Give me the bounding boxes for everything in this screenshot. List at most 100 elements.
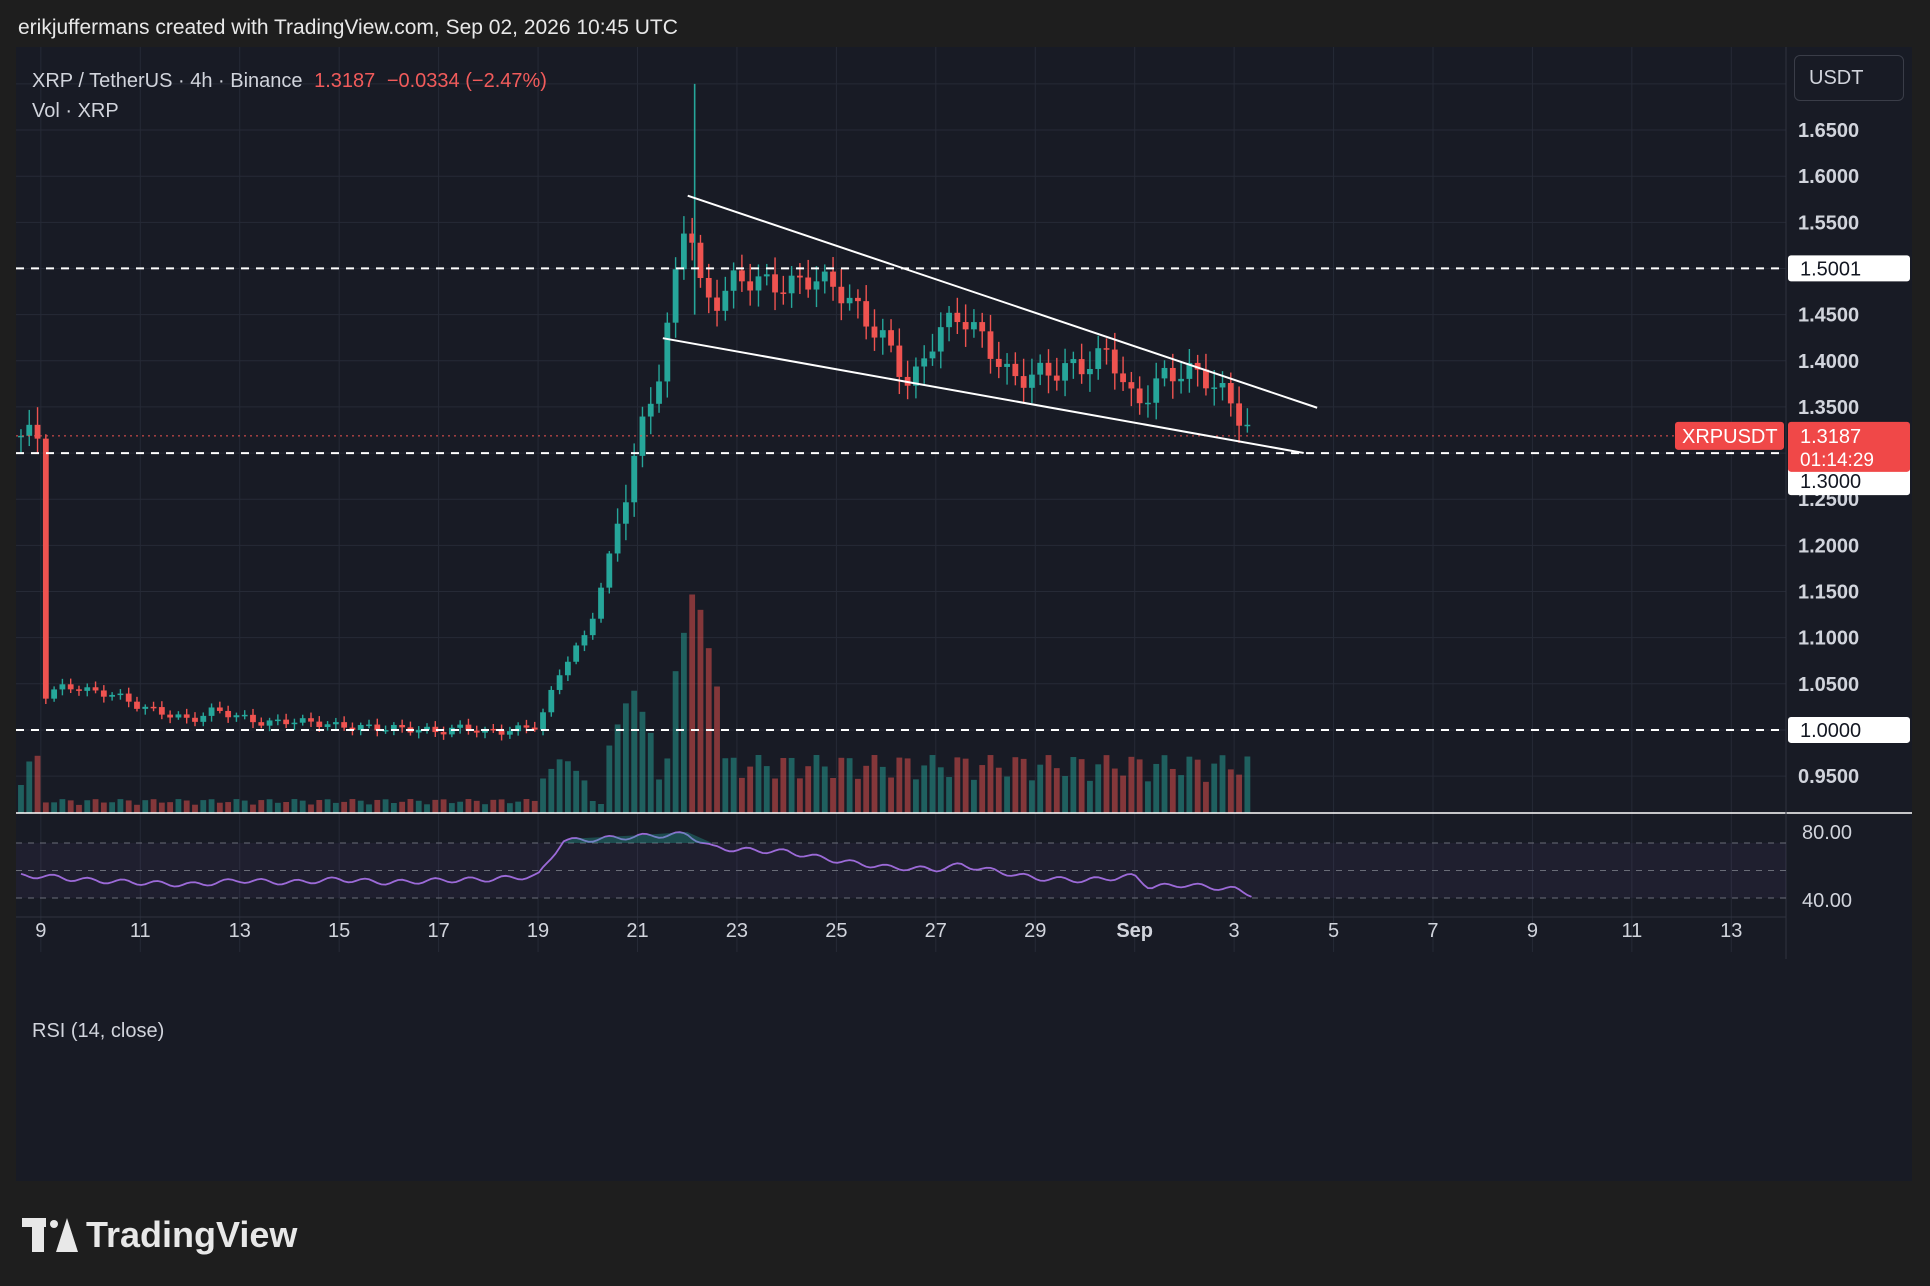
volume-bar	[374, 799, 381, 813]
candle-body	[962, 322, 969, 330]
grid-lines	[16, 47, 1786, 952]
volume-bar	[937, 767, 944, 813]
currency-unit-button[interactable]: USDT	[1794, 55, 1904, 101]
candle-body	[689, 233, 696, 243]
volume-bar	[208, 799, 215, 813]
candle-body	[366, 724, 372, 727]
trendline	[662, 337, 1304, 454]
level-1300-text: 1.3000	[1800, 471, 1861, 493]
volume-bar	[498, 799, 505, 813]
candle-body	[548, 689, 555, 713]
volume-bar	[192, 804, 198, 813]
price-scale-label: 1.6000	[1798, 166, 1859, 188]
candle-body	[84, 687, 91, 691]
volume-bar	[1244, 756, 1251, 813]
volume-bar	[879, 766, 886, 813]
volume-bar	[291, 799, 298, 813]
candle-body	[846, 297, 853, 304]
volume-bar	[888, 777, 894, 813]
volume-bar	[1153, 763, 1160, 813]
volume-bar	[1219, 755, 1226, 813]
candle-body	[556, 675, 563, 690]
price-chart[interactable]: 1.70001.65001.60001.55001.50011.45001.40…	[16, 47, 1912, 1181]
volume-bar	[1087, 780, 1093, 813]
candle-body	[498, 730, 505, 735]
volume-bar	[308, 804, 314, 813]
volume-legend[interactable]: Vol · XRP	[32, 100, 119, 122]
volume-bar	[506, 803, 513, 813]
candle-body	[183, 714, 190, 718]
volume-bar	[473, 800, 480, 813]
volume-bar	[921, 765, 928, 813]
level-1500-badge	[1788, 255, 1910, 282]
volume-bar	[241, 800, 248, 813]
volume-bar	[871, 755, 878, 813]
candle-body	[797, 275, 803, 278]
volume-bar	[606, 745, 613, 813]
volume-bar	[283, 801, 290, 813]
volume-bar	[490, 799, 497, 813]
volume-bar	[34, 755, 41, 813]
candle-body	[1087, 368, 1093, 375]
volume-bar	[1078, 759, 1085, 813]
candle-body	[1219, 383, 1226, 388]
candle-body	[283, 719, 290, 725]
volume-bar	[780, 758, 787, 813]
volume-bar	[896, 757, 903, 813]
candle-body	[1186, 362, 1193, 379]
volume-bar	[540, 778, 546, 813]
candle-body	[316, 721, 323, 727]
volume-bar	[987, 755, 994, 813]
volume-bar	[349, 799, 356, 813]
candle-body	[1103, 348, 1110, 350]
candle-body	[971, 322, 977, 330]
candle-body	[1070, 359, 1077, 364]
chart-frame	[16, 47, 1912, 1181]
volume-bar	[1236, 774, 1242, 813]
volume-bar	[755, 755, 762, 813]
price-scale-label: 1.0500	[1798, 674, 1859, 696]
candle-body	[324, 724, 331, 727]
volume-bar	[266, 799, 273, 813]
candle-body	[100, 690, 107, 697]
price-scale-label: 1.6500	[1798, 120, 1859, 142]
candle-body	[216, 707, 223, 711]
volume-bar	[714, 686, 720, 813]
volume-bar	[233, 799, 240, 813]
candle-body	[738, 270, 745, 282]
candle-body	[18, 435, 24, 438]
time-axis-label: 23	[726, 920, 748, 942]
volume-bar	[763, 766, 770, 813]
candle-body	[622, 502, 629, 524]
candle-body	[647, 403, 654, 417]
volume-bar	[589, 800, 596, 813]
volume-bar	[465, 799, 472, 813]
candle-body	[192, 717, 198, 722]
volume-bar	[622, 703, 629, 813]
volume-bar	[399, 801, 406, 813]
chart-attribution: erikjuffermans created with TradingView.…	[18, 16, 678, 39]
volume-bar	[656, 779, 662, 813]
price-scale-label: 1.2000	[1798, 535, 1859, 557]
volume-bar	[200, 800, 207, 813]
volume-bar	[357, 800, 364, 813]
candle-body	[1244, 424, 1251, 427]
volume-bar	[797, 778, 803, 813]
candle-body	[747, 281, 754, 291]
volume-bar	[332, 802, 339, 813]
symbol-title[interactable]: XRP / TetherUS · 4h · Binance	[32, 70, 303, 92]
volume-bar	[84, 800, 91, 813]
volume-bar	[730, 757, 737, 813]
candle-body	[465, 724, 472, 731]
candle-body	[656, 381, 662, 404]
volume-bar	[92, 799, 99, 813]
candle-body	[855, 297, 861, 302]
volume-bar	[51, 802, 58, 813]
volume-bar	[788, 757, 795, 813]
symbol-tag-text: XRPUSDT	[1682, 426, 1778, 448]
series-legend: XRP / TetherUS · 4h · Binance 1.3187 −0.…	[32, 66, 547, 126]
candle-body	[838, 286, 845, 304]
candle-body	[1236, 403, 1242, 426]
volume-bar	[407, 799, 414, 813]
rsi-legend[interactable]: RSI (14, close)	[32, 1020, 165, 1042]
